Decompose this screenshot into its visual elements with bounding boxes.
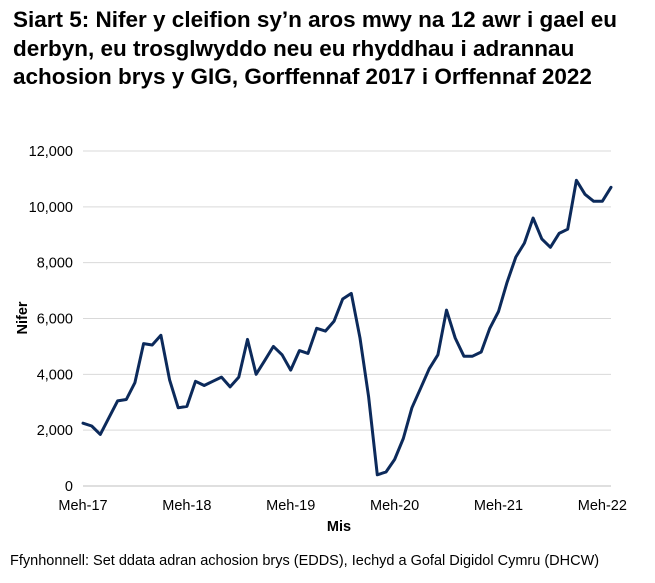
y-tick-label: 6,000 (37, 312, 73, 328)
y-tick-label: 12,000 (29, 144, 73, 160)
x-tick-label: Meh-19 (266, 498, 315, 514)
x-tick-label: Meh-20 (370, 498, 419, 514)
gridlines (83, 150, 611, 431)
x-tick-label: Meh-21 (474, 498, 523, 514)
chart-title: Siart 5: Nifer y cleifion sy’n aros mwy … (13, 7, 617, 89)
y-tick-label: 0 (65, 479, 73, 495)
y-tick-label: 10,000 (29, 200, 73, 216)
x-tick-label: Meh-17 (58, 498, 107, 514)
y-axis-title: Nifer (15, 301, 31, 334)
y-tick-label: 2,000 (37, 423, 73, 439)
x-tick-label: Meh-18 (162, 498, 211, 514)
x-axis-title: Mis (327, 519, 351, 535)
source-note: Ffynhonnell: Set ddata adran achosion br… (10, 553, 600, 569)
x-tick-label: Meh-22 (578, 498, 627, 514)
y-tick-label: 8,000 (37, 256, 73, 272)
tick-labels: 0 2,000 4,000 6,000 8,000 10,000 12,000 Meh-17 M… (29, 144, 627, 514)
series-line (81, 178, 613, 477)
y-tick-label: 4,000 (37, 367, 73, 383)
series-layer (81, 178, 613, 477)
